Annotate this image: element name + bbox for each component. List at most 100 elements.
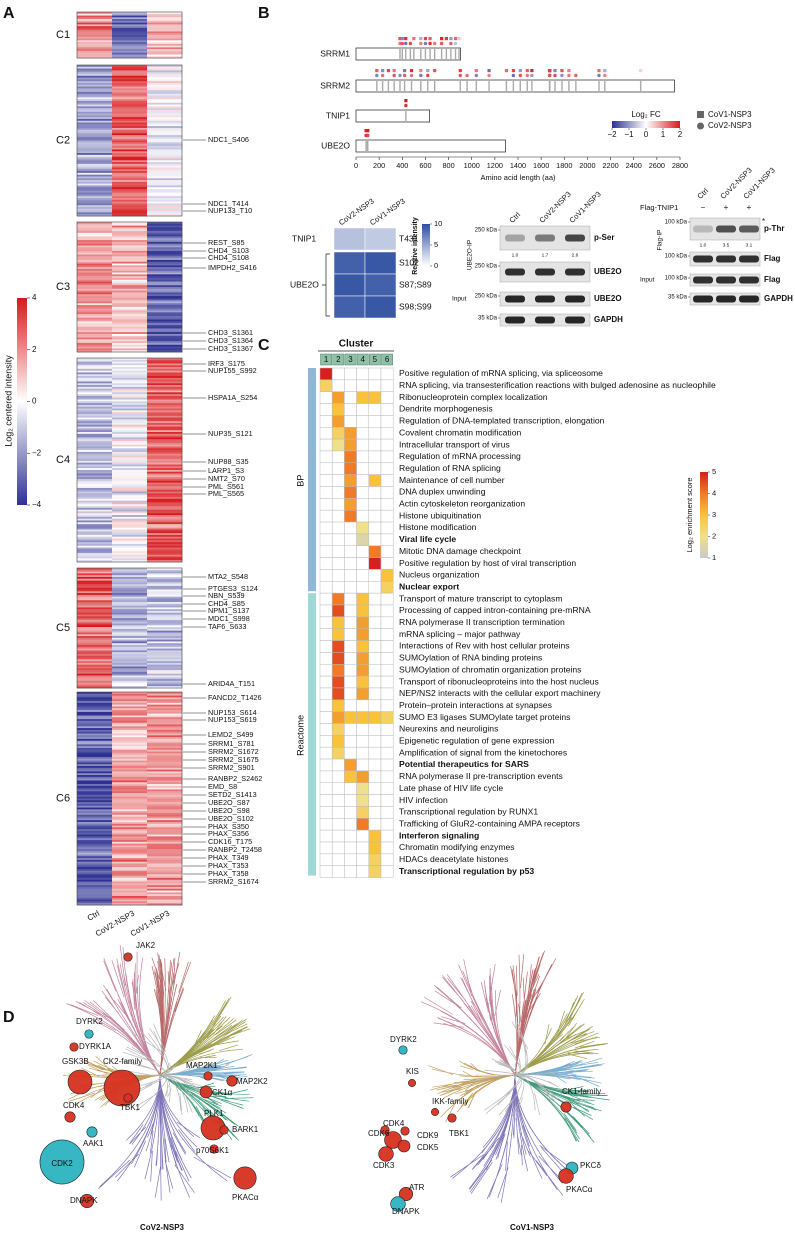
blot-label: p-Thr — [764, 224, 784, 233]
heatmap-cell — [147, 147, 183, 150]
heatmap-cell — [112, 208, 148, 212]
heatmap-cell — [112, 841, 148, 845]
heatmap-cell — [112, 263, 148, 266]
heatmap-cell — [112, 306, 148, 310]
heatmap-cell — [147, 27, 183, 31]
heatmap-cell — [112, 288, 148, 292]
heatmap-cell — [147, 495, 183, 498]
heatmap-cell — [112, 849, 148, 852]
heatmap-cell — [147, 194, 183, 197]
heatmap-cell — [77, 388, 113, 391]
heatmap-cell — [112, 616, 148, 619]
heatmap-cell — [147, 111, 183, 114]
heatmap-cell — [147, 428, 183, 431]
heatmap-cell — [77, 673, 113, 676]
heatmap-cell — [77, 339, 113, 342]
heatmap-cell — [147, 26, 183, 29]
heatmap-cell — [77, 646, 113, 649]
term-label: Epigenetic regulation of gene expression — [399, 736, 554, 746]
empty-cell — [368, 758, 382, 772]
heatmap-cell — [77, 154, 113, 158]
enrichment-cell — [356, 806, 370, 819]
heatmap-cell — [112, 497, 148, 500]
heatmap-cell — [112, 403, 148, 406]
heatmap-cell — [112, 430, 148, 433]
heatmap-cell — [112, 593, 148, 596]
heatmap-cell — [112, 652, 148, 655]
heatmap-cell — [112, 118, 148, 122]
empty-cell — [319, 664, 333, 677]
heatmap-cell — [77, 104, 113, 107]
heatmap-cell — [112, 464, 148, 467]
heatmap-cell — [112, 502, 148, 505]
heatmap-cell — [112, 623, 148, 626]
heatmap-cell — [112, 279, 148, 282]
heatmap-cell — [77, 858, 113, 861]
empty-cell — [356, 853, 370, 866]
heatmap-cell — [147, 296, 183, 299]
heatmap-cell — [147, 208, 183, 212]
heatmap-cell — [77, 568, 113, 571]
heatmap-cell — [147, 549, 183, 552]
heatmap-cell — [77, 129, 113, 132]
heatmap-cell — [77, 205, 113, 208]
kinase-label: DNAPK — [392, 1207, 420, 1216]
empty-cell — [344, 699, 357, 712]
heatmap-cell — [77, 903, 113, 906]
kinase-label: TBK1 — [449, 1129, 470, 1138]
heatmap-cell — [147, 500, 183, 503]
fc-tick-label: −1 — [624, 130, 634, 139]
heatmap-cell — [77, 90, 113, 93]
heatmap-cell — [147, 636, 183, 639]
marker-label: 250 kDa — [475, 294, 498, 300]
heatmap-cell — [77, 426, 113, 429]
empty-cell — [356, 427, 370, 440]
heatmap-cell — [147, 525, 183, 529]
kinase-label: DYRK2 — [390, 1035, 417, 1044]
heatmap-cell — [147, 47, 183, 50]
heatmap-cell — [147, 459, 183, 462]
empty-cell — [380, 865, 394, 878]
heatmap-cell — [147, 149, 183, 152]
heatmap-cell — [112, 321, 148, 324]
enrichment-cell — [368, 391, 382, 404]
heatmap-cell — [147, 766, 183, 769]
heatmap-cell — [147, 341, 183, 344]
cluster-frame — [76, 567, 183, 689]
heatmap-cell — [77, 652, 113, 655]
heatmap-cell — [147, 764, 183, 767]
tree-branch — [159, 1021, 223, 1076]
heatmap-cell — [147, 715, 183, 718]
marker-label: 100 kDa — [665, 254, 688, 260]
term-label: Nucleus organization — [399, 570, 479, 580]
kinase-bubble — [39, 1139, 85, 1185]
heatmap-cell — [147, 726, 183, 729]
heatmap-cell — [147, 865, 183, 868]
heatmap-cell — [112, 144, 148, 147]
fc-colorbar — [612, 121, 680, 128]
heatmap-cell — [77, 766, 113, 769]
heatmap-cell — [147, 800, 183, 803]
fc-square — [548, 69, 552, 73]
heatmap-cell — [77, 478, 113, 482]
heatmap-cell — [77, 856, 113, 859]
heatmap-cell — [112, 818, 148, 821]
heatmap-cell — [147, 169, 183, 172]
enrichment-cell — [356, 391, 370, 404]
heatmap-cell — [147, 735, 183, 738]
heatmap-cell — [112, 814, 148, 817]
heatmap-cell — [112, 520, 148, 523]
heatmap-cell — [147, 312, 183, 315]
heatmap-cell — [112, 659, 148, 662]
heatmap-cell — [147, 798, 183, 801]
heatmap-cell — [147, 93, 183, 96]
heatmap-cell — [112, 758, 148, 761]
kinase-bubble — [384, 1131, 402, 1149]
marker-label: 35 kDa — [668, 295, 688, 301]
heatmap-cell — [147, 102, 183, 105]
heatmap-cell — [77, 558, 113, 561]
site-label: S98;S99 — [399, 301, 432, 311]
heatmap-cell — [77, 72, 113, 75]
heatmap-cell — [112, 446, 148, 449]
